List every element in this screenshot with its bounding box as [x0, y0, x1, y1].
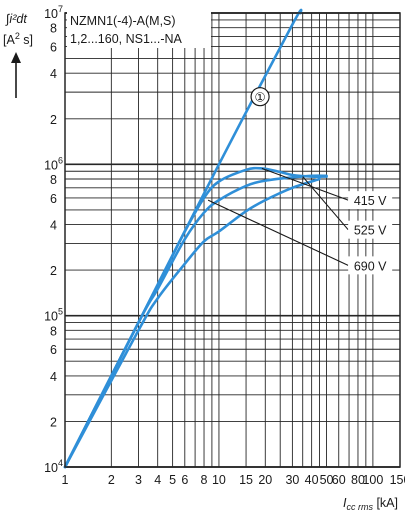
- y-tick-exponent: 4: [58, 458, 63, 468]
- y-axis-unit: [A2 s]: [3, 31, 33, 47]
- series-line-1: [63, 166, 328, 469]
- x-tick-label: 50: [320, 473, 334, 487]
- curves: [63, 8, 328, 469]
- annotation-label: 690 V: [354, 259, 387, 273]
- title-line-2: 1,2...160, NS1...-NA: [70, 32, 183, 46]
- x-tick-label: 1: [62, 473, 69, 487]
- y-tick-label: 6: [50, 192, 57, 206]
- annotation-label-background: [348, 191, 393, 210]
- x-tick-label: 6: [181, 473, 188, 487]
- y-tick-label: 4: [50, 370, 57, 384]
- annotations: ① 415 V 525 V 690 V: [250, 87, 393, 275]
- y-tick-label: 105: [44, 307, 63, 324]
- title-line-1: NZMN1(-4)-A(M,S): [70, 14, 176, 28]
- y-tick-base: 10: [44, 310, 58, 324]
- y-unit-exp: 2: [15, 31, 20, 41]
- y-tick-label: 6: [50, 41, 57, 55]
- y-tick-label: 6: [50, 343, 57, 357]
- x-tick-label: 30: [285, 473, 299, 487]
- x-tick-label: 4: [154, 473, 161, 487]
- series-line-2: [63, 174, 328, 469]
- plot-frame: [64, 12, 401, 468]
- annotation-leaders: [207, 167, 349, 266]
- y-unit-close: s]: [20, 33, 33, 47]
- chart-title: NZMN1(-4)-A(M,S) 1,2...160, NS1...-NA: [67, 12, 211, 48]
- x-tick-label: 15: [239, 473, 253, 487]
- annotation-label-background: [348, 256, 393, 275]
- x-tick-label: 80: [351, 473, 365, 487]
- y-tick-label: 107: [44, 4, 63, 21]
- title-background: [67, 12, 211, 48]
- y-tick-label: 4: [50, 219, 57, 233]
- annotation-label-background: [348, 220, 393, 239]
- x-tick-label: 8: [201, 473, 208, 487]
- y-tick-label: 2: [50, 113, 57, 127]
- curve-marker-circle: [250, 87, 270, 107]
- x-tick-label: 2: [108, 473, 115, 487]
- x-label-main: I: [343, 496, 347, 510]
- y-tick-label: 4: [50, 67, 57, 81]
- y-tick-base: 10: [44, 7, 58, 21]
- y-axis-integral: ∫i²dt: [5, 12, 27, 26]
- x-label-sub: cc rms: [346, 502, 373, 512]
- y-tick-exponent: 5: [58, 307, 63, 317]
- y-tick-base: 10: [44, 461, 58, 475]
- plot-border: [64, 12, 401, 468]
- x-tick-label: 150: [390, 473, 405, 487]
- y-axis-label: ∫i²dt [A2 s]: [3, 12, 33, 98]
- x-axis-label: Icc rms [kA]: [343, 496, 398, 512]
- x-label-unit: [kA]: [373, 496, 398, 510]
- x-tick-label: 3: [135, 473, 142, 487]
- up-arrow-icon: [11, 52, 21, 63]
- y-tick-exponent: 6: [58, 155, 63, 165]
- x-tick-label: 10: [212, 473, 226, 487]
- annotation-label: 415 V: [354, 194, 387, 208]
- y-tick-label: 2: [50, 415, 57, 429]
- y-tick-label: 106: [44, 155, 63, 172]
- y-tick-label: 8: [50, 324, 57, 338]
- x-tick-label: 5: [169, 473, 176, 487]
- series-line-3: [63, 177, 321, 469]
- y-tick-label: 2: [50, 264, 57, 278]
- annotation-label: 525 V: [354, 224, 387, 238]
- y-tick-base: 10: [44, 158, 58, 172]
- tick-labels: 1234568101520304050608010015010424681052…: [44, 4, 405, 487]
- y-tick-label: 8: [50, 173, 57, 187]
- y-tick-exponent: 7: [58, 4, 63, 14]
- y-tick-label: 8: [50, 22, 57, 36]
- annotation-leader-line: [261, 167, 349, 201]
- x-tick-label: 60: [332, 473, 346, 487]
- annotation-leader-line: [302, 176, 349, 231]
- grid-lines: [64, 12, 401, 468]
- y-unit-open: [A: [3, 33, 15, 47]
- x-tick-label: 100: [362, 473, 383, 487]
- curve-marker-label: ①: [254, 91, 265, 105]
- x-tick-label: 20: [258, 473, 272, 487]
- annotation-leader-line: [207, 199, 349, 266]
- x-tick-label: 40: [305, 473, 319, 487]
- x-axis-symbol: Icc rms [kA]: [343, 496, 398, 512]
- y-tick-label: 104: [44, 458, 63, 475]
